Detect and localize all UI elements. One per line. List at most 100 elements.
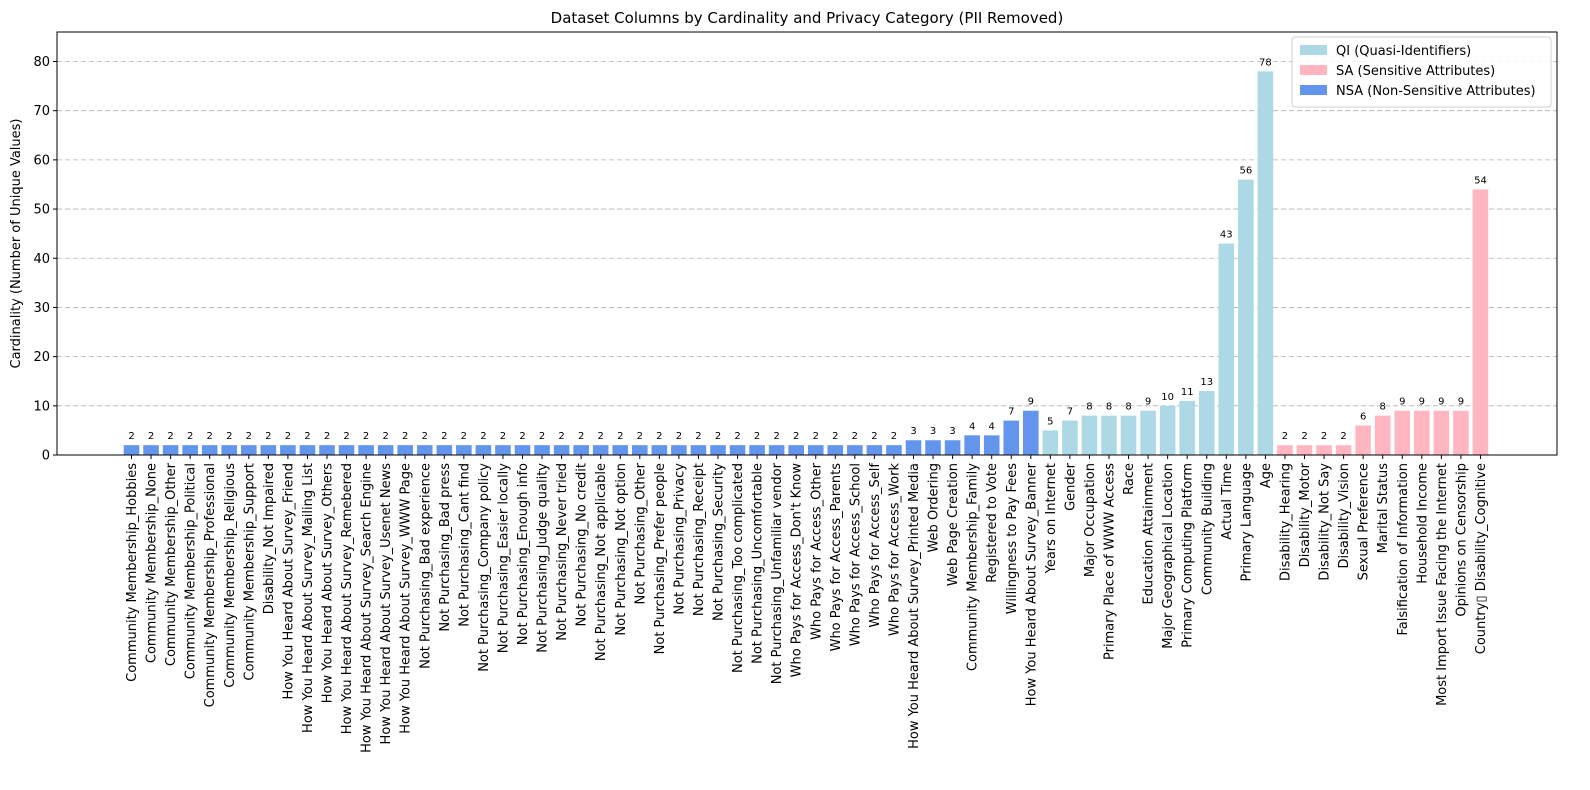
bar [1374, 415, 1391, 455]
bar [1003, 420, 1020, 455]
x-tick-label: Not Purchasing_Privacy [672, 463, 687, 615]
bar [729, 445, 746, 455]
legend-label: SA (Sensitive Attributes) [1336, 64, 1495, 79]
bar [886, 445, 902, 455]
x-tick-label: Not Purchasing_Not option [614, 463, 629, 636]
y-tick-label: 20 [33, 350, 50, 365]
x-tick-label: Who Pays for Access_School [848, 463, 863, 646]
bar-value-label: 2 [363, 431, 369, 442]
bar [1433, 410, 1450, 455]
x-tick-label: Who Pays for Access_Parents [829, 463, 844, 652]
x-tick-label: Primary Computing Platform [1181, 463, 1196, 648]
bar [338, 445, 355, 455]
bar-value-label: 2 [715, 431, 721, 442]
x-tick-label: Community Membership_Hobbies [125, 463, 140, 682]
bar-value-label: 3 [949, 426, 955, 437]
x-tick-label: Not Purchasing_Uncomfortable [751, 463, 766, 664]
x-tick-label: How You Heard About Survey_Usenet News [379, 463, 394, 745]
x-tick-label: Not Purchasing_Other [633, 462, 648, 604]
x-tick-label: Primary Language [1239, 463, 1254, 582]
bar [612, 445, 629, 455]
bar [827, 445, 844, 455]
x-tick-label: Who Pays for Access_Work [887, 463, 902, 636]
x-tick-label: Community Membership_Political [184, 463, 199, 679]
x-tick-label: Not Purchasing_Judge quality [536, 463, 551, 653]
y-axis: 0 10 20 30 40 50 60 70 80 [33, 55, 57, 464]
bar [143, 445, 159, 455]
bar-value-label: 2 [871, 431, 877, 442]
bar [788, 445, 804, 455]
bar [397, 445, 413, 455]
bar-value-label: 2 [1340, 431, 1346, 442]
bar-value-label: 9 [1419, 397, 1425, 408]
bar [866, 445, 883, 455]
y-axis-label: Cardinality (Number of Unique Values) [9, 119, 24, 369]
x-tick-label: Community Membership_Family [966, 463, 981, 671]
bar [1394, 410, 1411, 455]
bar [1355, 425, 1371, 455]
x-tick-label: Community Membership_Support [242, 463, 257, 681]
bars [123, 71, 1489, 455]
x-tick-label: Not Purchasing_Receipt [692, 463, 707, 616]
bar [1042, 430, 1059, 455]
x-tick-label: Primary Place of WWW Access [1103, 463, 1118, 660]
x-tick-label: Disability_Hearing [1278, 463, 1293, 581]
bar-value-label: 4 [989, 421, 995, 432]
x-tick-label: Web Ordering [927, 463, 942, 553]
bar [553, 445, 570, 455]
bar [123, 445, 140, 455]
bar-value-label: 3 [910, 426, 916, 437]
bar [710, 445, 726, 455]
x-tick-label: Community Membership_Other [164, 462, 179, 666]
bar-value-label: 2 [422, 431, 428, 442]
x-tick-label: Gender [1063, 462, 1078, 511]
x-tick-label: Major Geographical Location [1161, 463, 1176, 649]
bar [1218, 243, 1235, 455]
x-tick-label: How You Heard About Survey_WWW Page [399, 463, 414, 734]
bar-value-label: 9 [1438, 397, 1444, 408]
bar-value-label: 43 [1220, 230, 1233, 241]
legend-label: NSA (Non-Sensitive Attributes) [1336, 84, 1536, 99]
bar-value-label: 2 [480, 431, 486, 442]
bar-value-label: 2 [285, 431, 291, 442]
bar [1472, 189, 1489, 455]
bar [1238, 179, 1254, 455]
bar-value-label: 2 [402, 431, 408, 442]
bar [964, 435, 980, 455]
bar [807, 445, 824, 455]
bar [280, 445, 296, 455]
x-tick-label: Years on Internet [1044, 463, 1059, 574]
bar [377, 445, 394, 455]
x-tick-label: Who Pays for Access_Other [809, 462, 824, 640]
x-tick-label: Sexual Preference [1357, 463, 1372, 580]
bar [944, 440, 961, 455]
bar-value-label: 2 [519, 431, 525, 442]
x-tick-label: Not Purchasing_Prefer people [653, 463, 668, 654]
bar-value-label: 2 [265, 431, 271, 442]
bar-value-label: 2 [539, 431, 545, 442]
bar-value-label: 2 [343, 431, 349, 442]
bar [241, 445, 257, 455]
bar [456, 445, 472, 455]
x-tick-label: Not Purchasing_No credit [575, 463, 590, 627]
x-tick-label: Education Attainment [1142, 463, 1157, 605]
bar-value-labels: 2 2 2 2 2 2 2 2 2 2 2 2 2 2 2 2 2 2 2 2 2 2 2 2 2 2 2 2 2 2 2 2 2 2 2 2 2 2 2 2… [128, 57, 1487, 442]
bar-value-label: 2 [734, 431, 740, 442]
y-tick-label: 70 [33, 104, 50, 119]
bar [632, 445, 648, 455]
x-tick-label: Not Purchasing_Bad experience [418, 463, 433, 669]
bar [749, 445, 765, 455]
x-tick-label: Disability_Motor [1298, 462, 1313, 567]
x-tick-label: Community Membership_Professional [203, 463, 218, 707]
x-tick-label: Who Pays for Access_Self [868, 463, 883, 628]
bar [592, 445, 609, 455]
bar-value-label: 2 [617, 431, 623, 442]
bar [221, 445, 238, 455]
bar-value-label: 2 [304, 431, 310, 442]
x-tick-label: Not Purchasing_Enough info [516, 463, 531, 645]
bar [201, 445, 218, 455]
x-tick-label: Race [1122, 463, 1137, 495]
bar-value-label: 54 [1474, 175, 1487, 186]
x-tick-label: Registered to Vote [985, 463, 1000, 583]
